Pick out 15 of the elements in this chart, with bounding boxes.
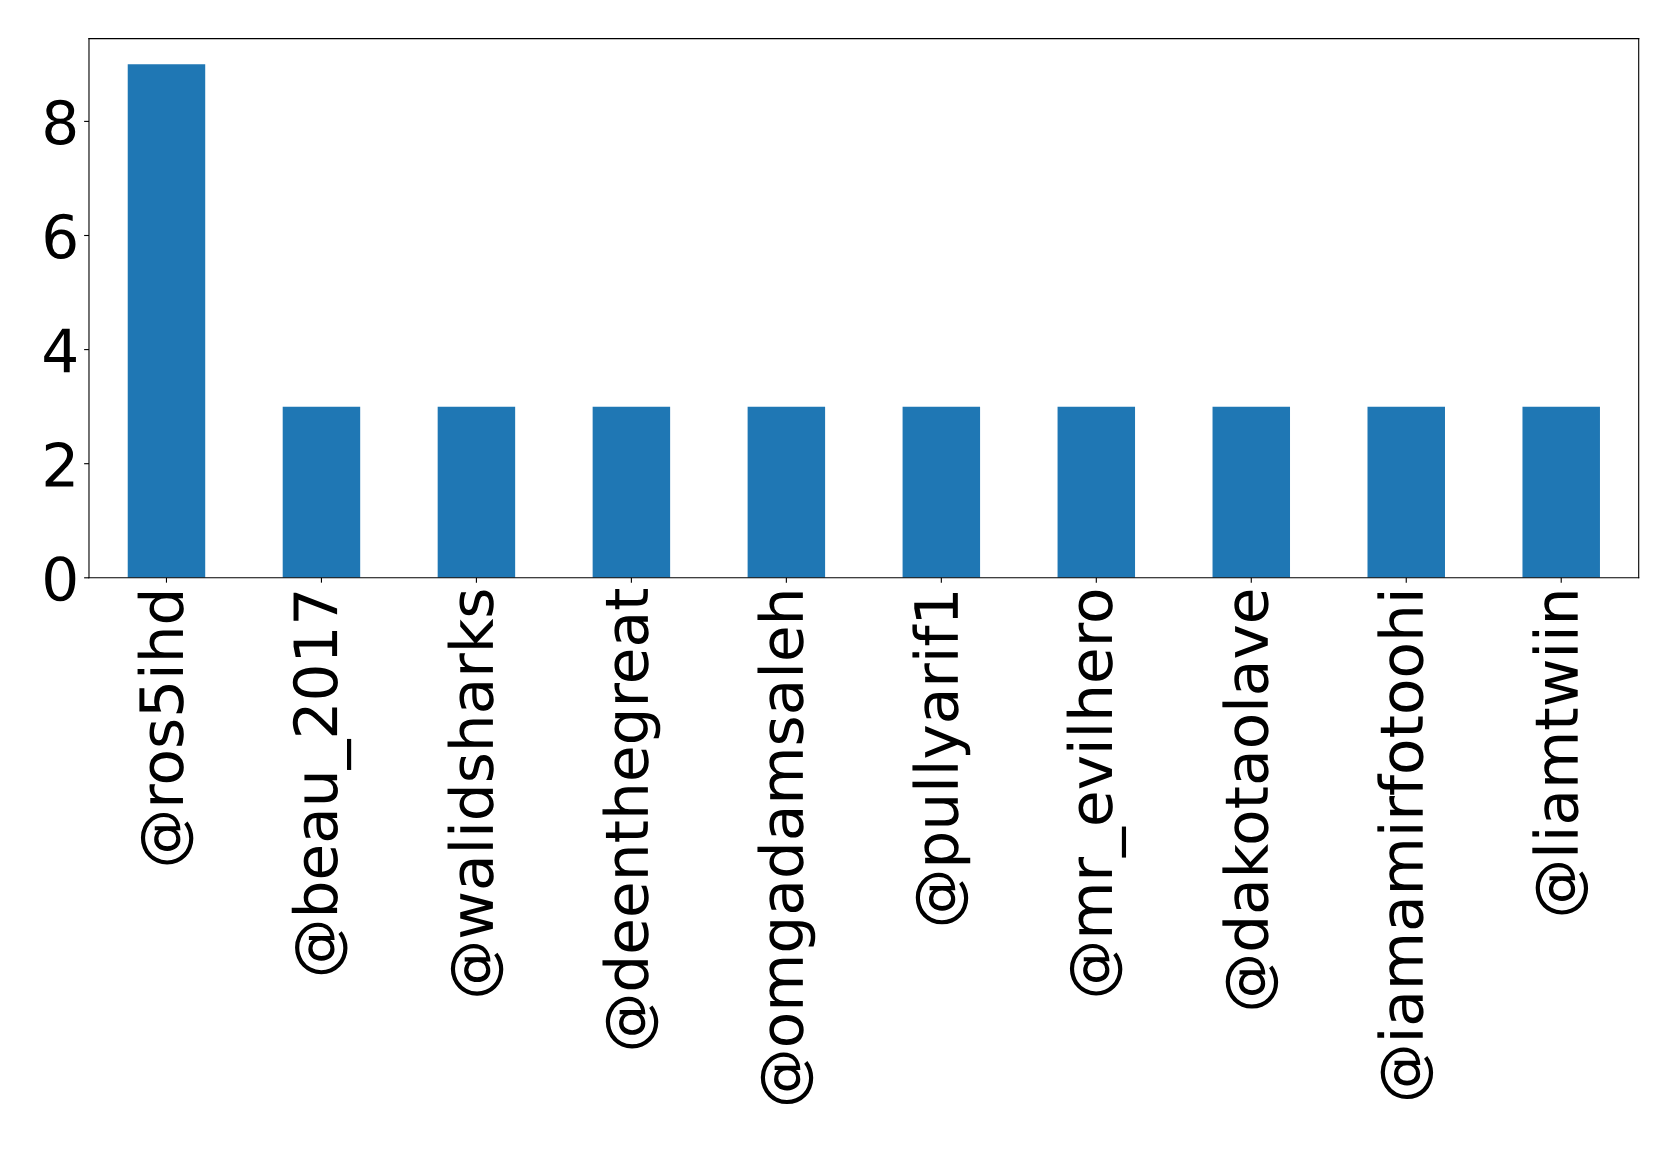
x-tick-label: @beau_2017 [291,592,352,975]
x-tick-label: @deenthegreat [602,588,661,1049]
x-tick-label: @liamtwiin [1532,592,1589,915]
x-tick-label: @dakotaolave [1222,590,1279,1009]
x-tick-label: @ros5ihd [137,592,194,865]
y-tick-label: 6 [45,213,76,260]
x-tick-label: @mr_evilhero [1066,590,1127,996]
x-tick-label: @omgadamsaleh [757,592,816,1105]
x-tick-label: @walidsharks [447,590,504,996]
x-tick-label: @pullyarif1 [912,593,971,925]
y-tick-label: 2 [45,442,74,487]
y-tick-label: 0 [45,556,76,602]
x-tick-label: @iamamirfotoohi [1377,593,1434,1100]
y-tick-label: 4 [44,328,76,373]
y-tick-label: 8 [45,99,76,145]
